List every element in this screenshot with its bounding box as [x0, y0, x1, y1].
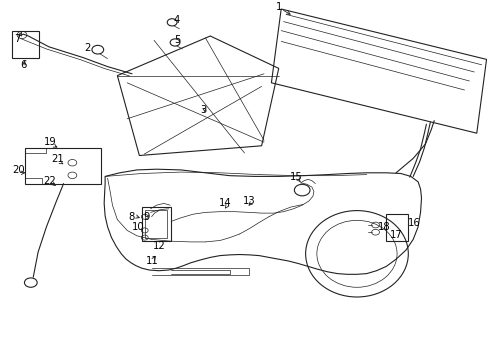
Bar [145, 210, 167, 238]
Text: 18: 18 [377, 222, 389, 232]
Text: 16: 16 [407, 218, 420, 228]
Text: 20: 20 [12, 165, 25, 175]
Text: 14: 14 [218, 198, 231, 208]
Bar [386, 214, 407, 241]
Text: 8: 8 [128, 212, 134, 222]
Bar [12, 31, 39, 58]
Text: 5: 5 [173, 35, 180, 45]
Text: 1: 1 [275, 2, 282, 12]
Text: 7: 7 [14, 34, 20, 44]
Text: 17: 17 [389, 230, 402, 240]
Text: 2: 2 [83, 42, 90, 53]
Text: 3: 3 [200, 105, 205, 115]
Text: 4: 4 [174, 15, 180, 25]
Bar [142, 207, 171, 241]
Polygon shape [104, 169, 421, 274]
Text: 13: 13 [243, 196, 255, 206]
Text: 10: 10 [131, 222, 144, 232]
Text: 21: 21 [51, 154, 64, 164]
Bar [25, 148, 101, 184]
Text: 22: 22 [43, 176, 56, 186]
Text: 12: 12 [152, 240, 165, 251]
Text: 11: 11 [146, 256, 159, 266]
Text: 19: 19 [43, 137, 56, 147]
Text: 15: 15 [289, 172, 302, 182]
Text: 9: 9 [143, 212, 150, 222]
Text: 6: 6 [20, 60, 27, 70]
